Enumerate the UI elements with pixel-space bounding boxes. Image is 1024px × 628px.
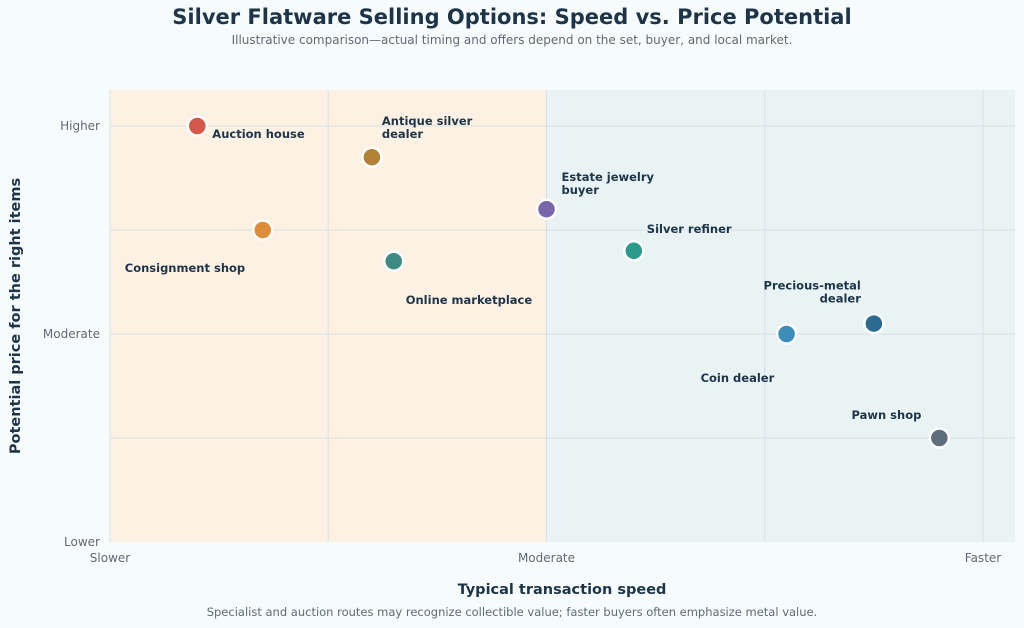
point-labels: Auction house Antique silver dealer Consign… xyxy=(125,114,922,422)
point-antique-silver-dealer xyxy=(361,146,383,168)
label-antique-silver-dealer: Antique silver dealer xyxy=(382,114,473,141)
x-tick-label: Slower xyxy=(90,551,130,565)
label-coin-dealer: Coin dealer xyxy=(701,371,775,385)
point-coin-dealer xyxy=(775,323,798,345)
chart-footnote: Specialist and auction routes may recogn… xyxy=(206,605,818,619)
tick-labels: Slower Moderate Faster Lower Moderate Higher xyxy=(43,119,1001,565)
x-tick-label: Faster xyxy=(965,551,1001,565)
label-consignment-shop: Consignment shop xyxy=(125,261,245,275)
data-points xyxy=(186,115,951,449)
point-estate-jewelry-buyer xyxy=(535,198,558,220)
chart-subtitle: Illustrative comparison—actual timing an… xyxy=(231,33,793,47)
region-faster xyxy=(546,90,1015,542)
point-auction-house xyxy=(186,115,209,137)
label-pawn-shop: Pawn shop xyxy=(851,408,921,422)
label-silver-refiner: Silver refiner xyxy=(647,222,732,236)
point-precious-metal-dealer xyxy=(863,312,885,335)
x-axis-title: Typical transaction speed xyxy=(458,582,667,598)
label-estate-jewelry-buyer: Estate jewelry buyer xyxy=(562,170,655,197)
y-tick-label: Higher xyxy=(60,119,100,133)
x-tick-label: Moderate xyxy=(518,551,575,565)
point-pawn-shop xyxy=(928,427,951,449)
point-consignment-shop xyxy=(252,219,274,241)
label-auction-house: Auction house xyxy=(212,127,305,141)
label-online-marketplace: Online marketplace xyxy=(406,293,533,307)
y-tick-label: Moderate xyxy=(43,327,100,341)
grid-lines xyxy=(109,90,1015,542)
y-axis-title: Potential price for the right items xyxy=(8,178,24,454)
y-tick-label: Lower xyxy=(64,535,100,549)
point-online-marketplace xyxy=(382,250,405,272)
point-silver-refiner xyxy=(623,240,645,262)
label-precious-metal-dealer: Precious-metal dealer xyxy=(764,279,862,306)
chart-title: Silver Flatware Selling Options: Speed v… xyxy=(172,5,852,29)
